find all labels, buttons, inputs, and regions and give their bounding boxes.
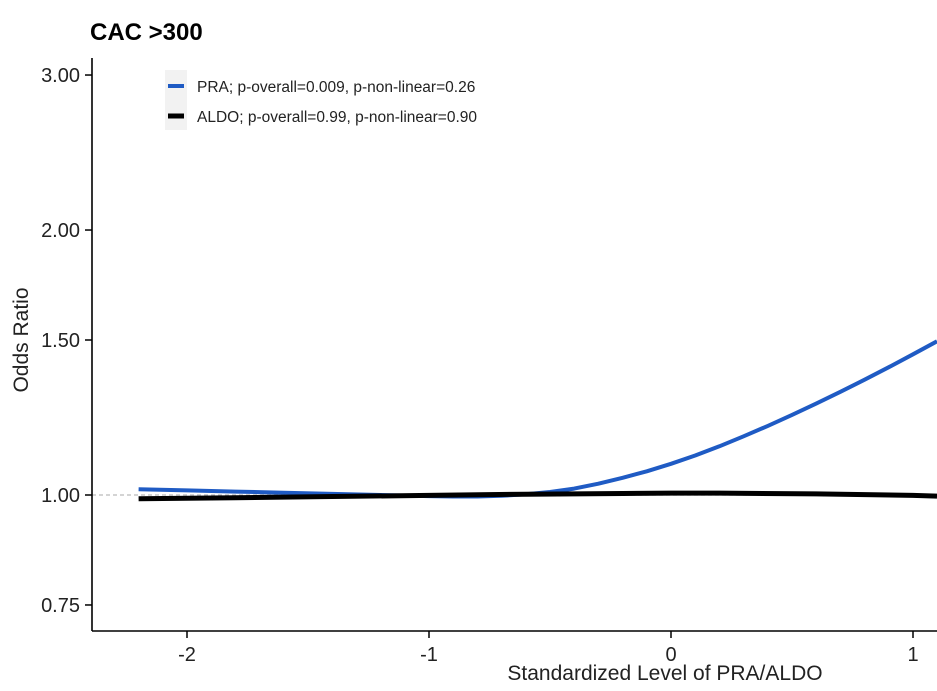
- series-line-pra: [138, 339, 937, 499]
- legend-label: ALDO; p-overall=0.99, p-non-linear=0.90: [197, 109, 477, 126]
- x-tick-label: -2: [178, 644, 196, 666]
- y-tick-label: 0.75: [41, 595, 80, 617]
- chart-title: CAC >300: [90, 19, 203, 46]
- legend: PRA; p-overall=0.009, p-non-linear=0.26 A…: [165, 70, 477, 130]
- x-tick-label: 1: [907, 644, 918, 666]
- x-tick-label: 0: [665, 644, 676, 666]
- y-tick-label: 3.00: [41, 65, 80, 87]
- y-tick-label: 1.00: [41, 485, 80, 507]
- legend-label: PRA; p-overall=0.009, p-non-linear=0.26: [197, 79, 475, 96]
- y-axis-label: Odds Ratio: [10, 287, 33, 392]
- series-line-aldo: [138, 490, 937, 502]
- y-tick-label: 2.00: [41, 220, 80, 242]
- x-tick-label: -1: [420, 644, 438, 666]
- y-tick-label: 1.50: [41, 330, 80, 352]
- legend-key-background: [165, 70, 187, 130]
- x-axis-label: Standardized Level of PRA/ALDO: [507, 662, 822, 685]
- plot-area: 0.75 1.00 1.50 2.00 3.00 -2 -1 0 1: [41, 58, 937, 666]
